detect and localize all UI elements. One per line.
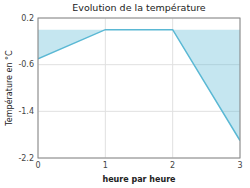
data-group — [38, 30, 240, 141]
x-tick-label: 1 — [103, 161, 108, 170]
chart-svg: 0.2 -0.6 -1.4 -2.20 1 2 3 Evolution de la tempé… — [0, 0, 250, 188]
y-axis-label: Température en °C — [4, 50, 14, 127]
y-tick-label: -2.2 — [18, 154, 34, 163]
grid — [38, 18, 240, 158]
x-tick-label: 0 — [35, 161, 40, 170]
area-fill — [38, 30, 240, 141]
x-grid-line — [172, 18, 173, 158]
x-tick-label: 2 — [170, 161, 175, 170]
plot-frame — [38, 18, 240, 158]
x-grid-line — [105, 18, 106, 158]
y-tick-label: -1.4 — [18, 107, 34, 116]
x-axis-label: heure par heure — [102, 175, 176, 184]
area-line — [38, 30, 240, 141]
x-tick-label: 3 — [237, 161, 242, 170]
chart-container: 0.2 -0.6 -1.4 -2.20 1 2 3 Evolution de la tempé… — [0, 0, 250, 188]
y-tick-label: 0.2 — [21, 14, 34, 23]
plot-background — [38, 18, 240, 158]
y-tick-label: -0.6 — [18, 60, 34, 69]
y-grid-line — [38, 111, 240, 112]
chart-title: Evolution de la température — [72, 2, 206, 13]
